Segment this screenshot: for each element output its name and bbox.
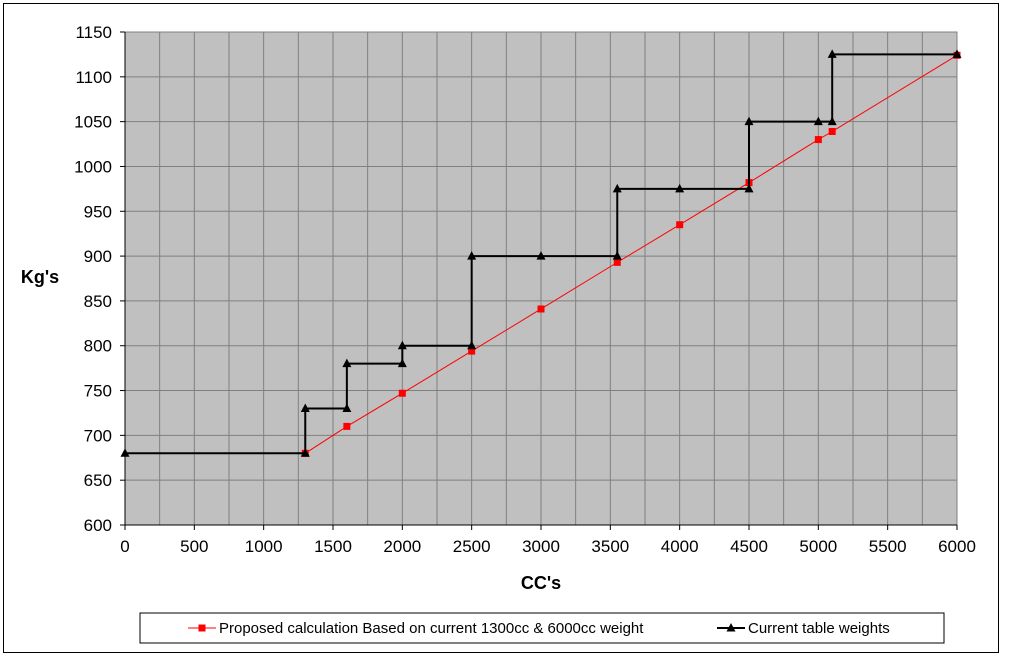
y-tick-label: 800 — [84, 337, 112, 356]
x-tick-label: 0 — [120, 537, 129, 556]
x-tick-label: 4000 — [661, 537, 699, 556]
axes — [120, 31, 958, 530]
legend-label: Proposed calculation Based on current 13… — [219, 620, 644, 637]
y-tick-label: 700 — [84, 426, 112, 445]
data-point — [536, 251, 546, 260]
data-point — [397, 340, 407, 350]
y-tick-label: 950 — [84, 202, 112, 221]
y-tick-label: 1150 — [75, 23, 112, 42]
data-point — [397, 358, 407, 368]
data-point — [300, 403, 310, 412]
x-tick-label: 2500 — [453, 537, 491, 556]
y-tick-label: 600 — [84, 516, 112, 535]
data-point — [612, 183, 622, 193]
legend-box — [139, 612, 945, 644]
legend: Proposed calculation Based on current 13… — [139, 612, 945, 644]
grid — [125, 31, 958, 526]
data-point — [827, 116, 837, 126]
data-point — [537, 305, 545, 313]
x-tick-label: 3000 — [522, 537, 560, 556]
data-point — [342, 403, 352, 412]
x-tick-label: 6000 — [938, 537, 976, 556]
x-tick-label: 5000 — [799, 537, 837, 556]
x-tick-label: 4500 — [730, 537, 768, 556]
y-tick-label: 650 — [84, 471, 112, 490]
x-tick-label: 1000 — [245, 537, 283, 556]
y-tick-label: 1100 — [75, 68, 112, 87]
data-point — [343, 422, 351, 430]
data-point — [120, 448, 130, 457]
data-point — [827, 49, 837, 58]
x-tick-label: 500 — [180, 537, 208, 556]
x-tick-label: 1500 — [314, 537, 352, 556]
y-tick-label: 1050 — [74, 113, 112, 132]
data-point — [828, 127, 836, 135]
y-tick-label: 750 — [84, 382, 112, 401]
data-point — [676, 221, 684, 229]
y-tick-label: 900 — [84, 247, 112, 266]
data-point — [675, 183, 685, 193]
data-point — [468, 347, 476, 355]
x-tick-label: 5500 — [869, 537, 907, 556]
y-tick-label: 1000 — [74, 157, 112, 176]
legend-marker — [726, 623, 736, 632]
legend-item: Current table weights — [717, 620, 890, 637]
series — [120, 49, 962, 457]
data-point — [952, 49, 962, 58]
x-tick-label: 2000 — [383, 537, 421, 556]
x-axis-title: CC's — [521, 573, 561, 593]
x-tick-label: 3500 — [591, 537, 629, 556]
data-point — [342, 358, 352, 368]
data-point — [744, 183, 754, 193]
data-point — [744, 116, 754, 126]
data-point — [300, 448, 310, 457]
tick-labels: 0 500 1000 1500 2000 2500 3000 3500 4000 4500 5000… — [74, 23, 976, 556]
data-point — [613, 258, 621, 266]
series-1 — [120, 49, 962, 457]
data-point — [398, 389, 406, 397]
y-tick-label: 850 — [84, 292, 112, 311]
data-point — [612, 251, 622, 260]
y-axis-title: Kg's — [21, 267, 59, 287]
data-point — [467, 340, 477, 350]
data-point — [814, 136, 822, 144]
legend-label: Current table weights — [748, 620, 890, 637]
legend-marker — [198, 624, 206, 632]
legend-item: Proposed calculation Based on current 13… — [188, 620, 644, 637]
data-point — [467, 251, 477, 260]
data-point — [813, 116, 823, 126]
